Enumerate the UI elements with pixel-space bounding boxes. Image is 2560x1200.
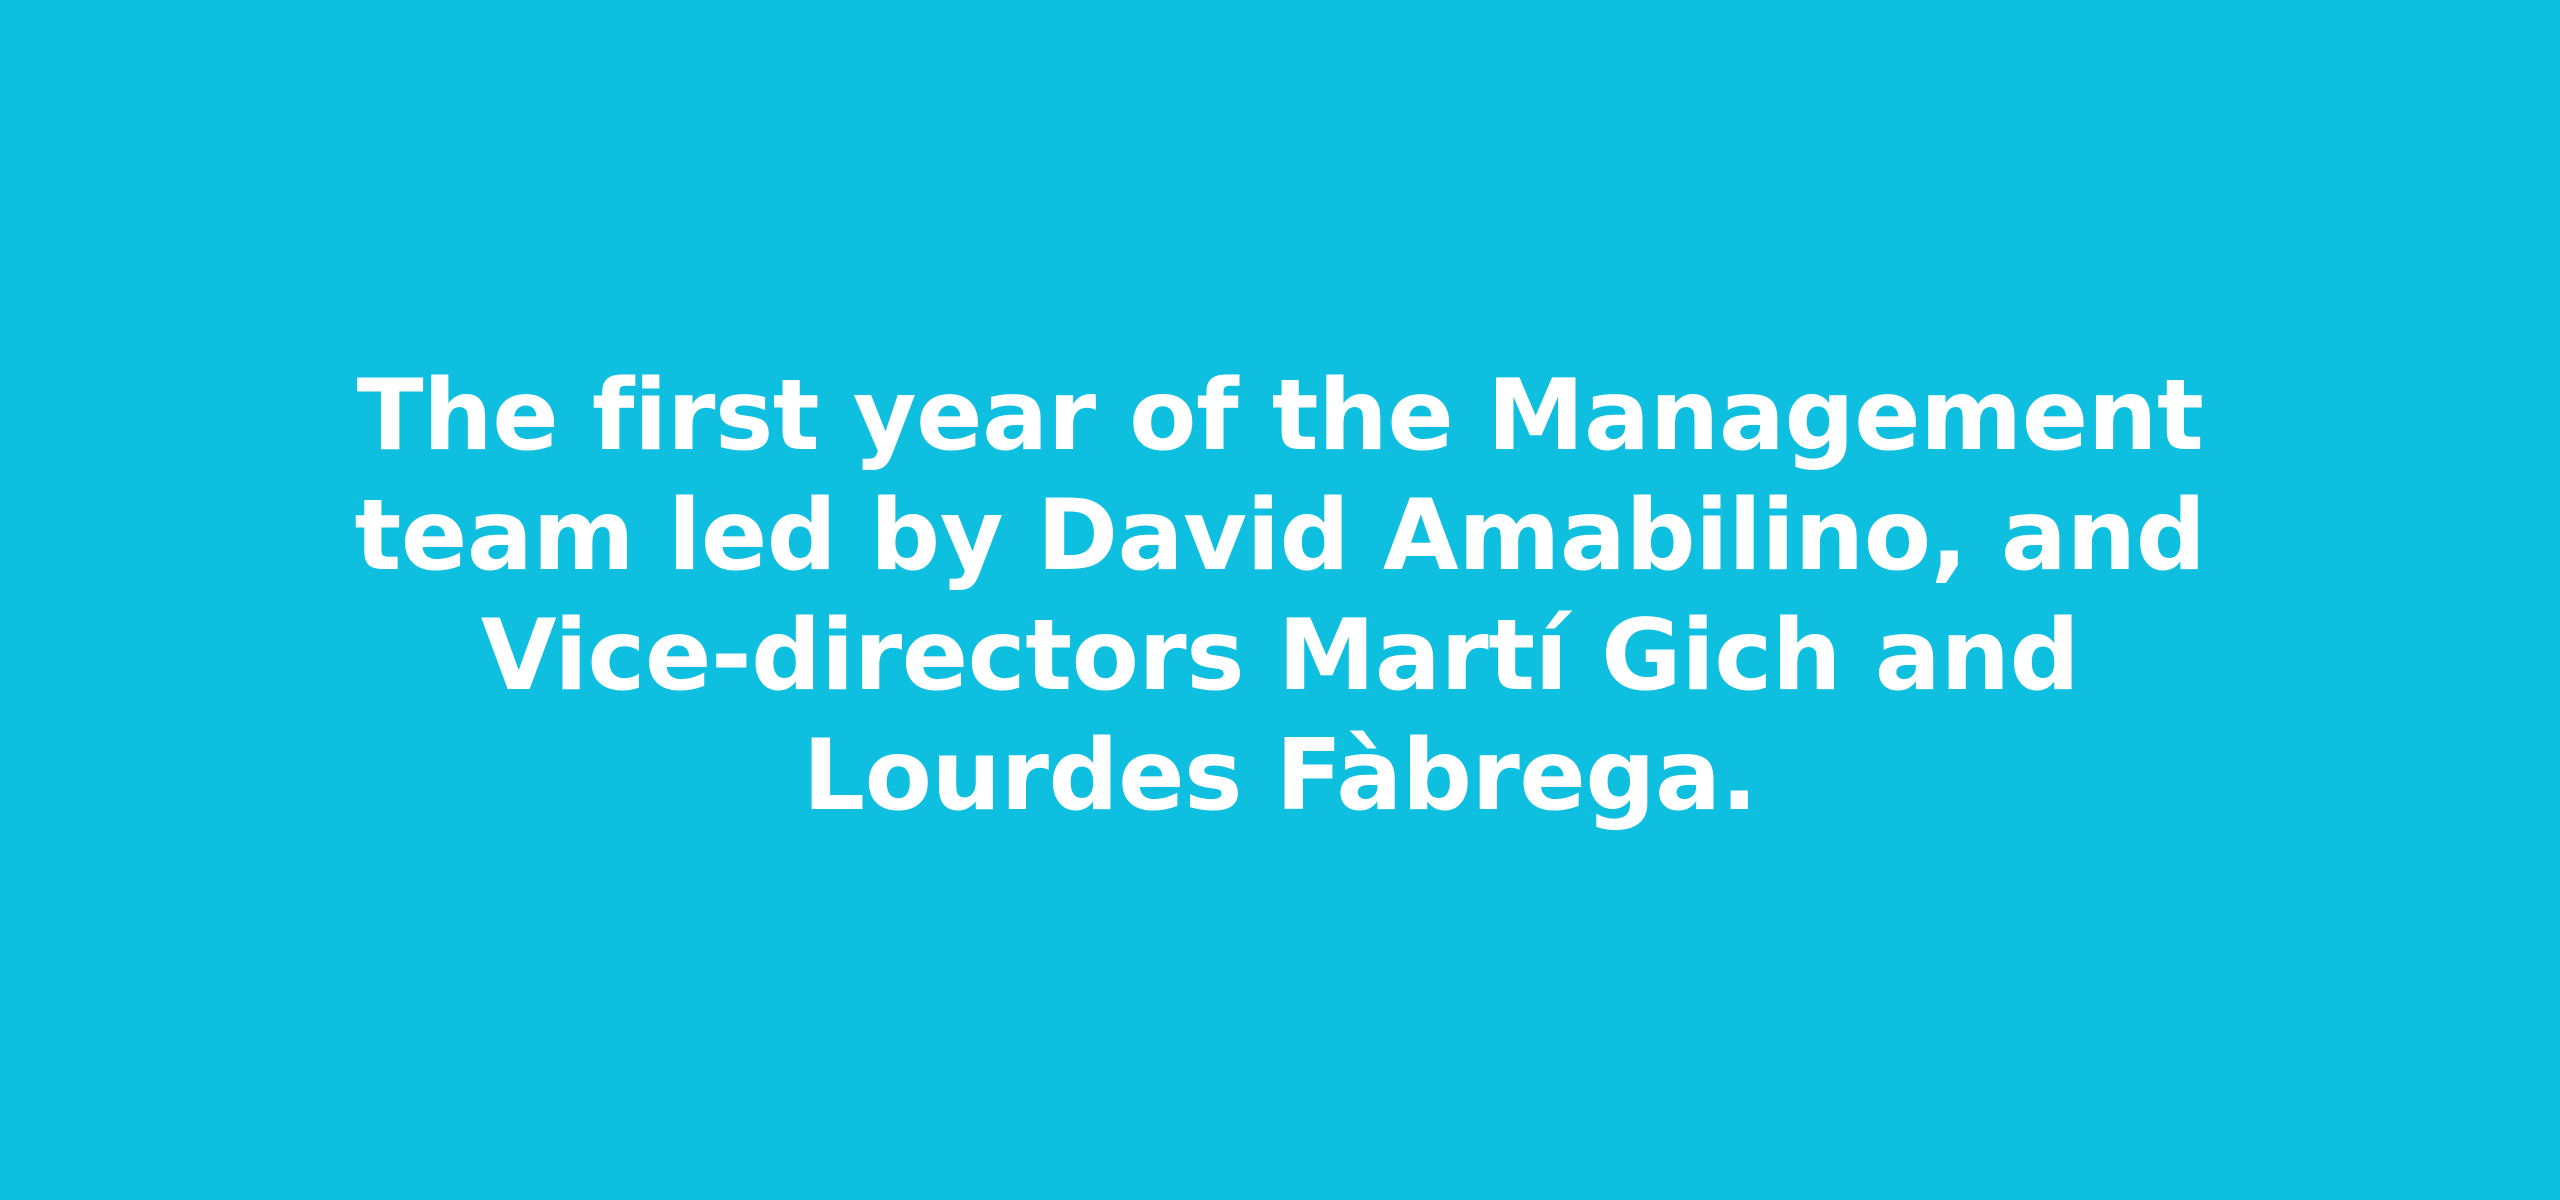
headline-line-4: Lourdes Fàbrega.	[802, 719, 1758, 833]
headline-line-3: Vice-directors Martí Gich and	[480, 599, 2080, 713]
headline-line-1: The first year of the Management	[356, 359, 2204, 473]
headline: The first year of the Management team le…	[0, 356, 2560, 836]
headline-line-2: team led by David Amabilino, and	[354, 479, 2206, 593]
